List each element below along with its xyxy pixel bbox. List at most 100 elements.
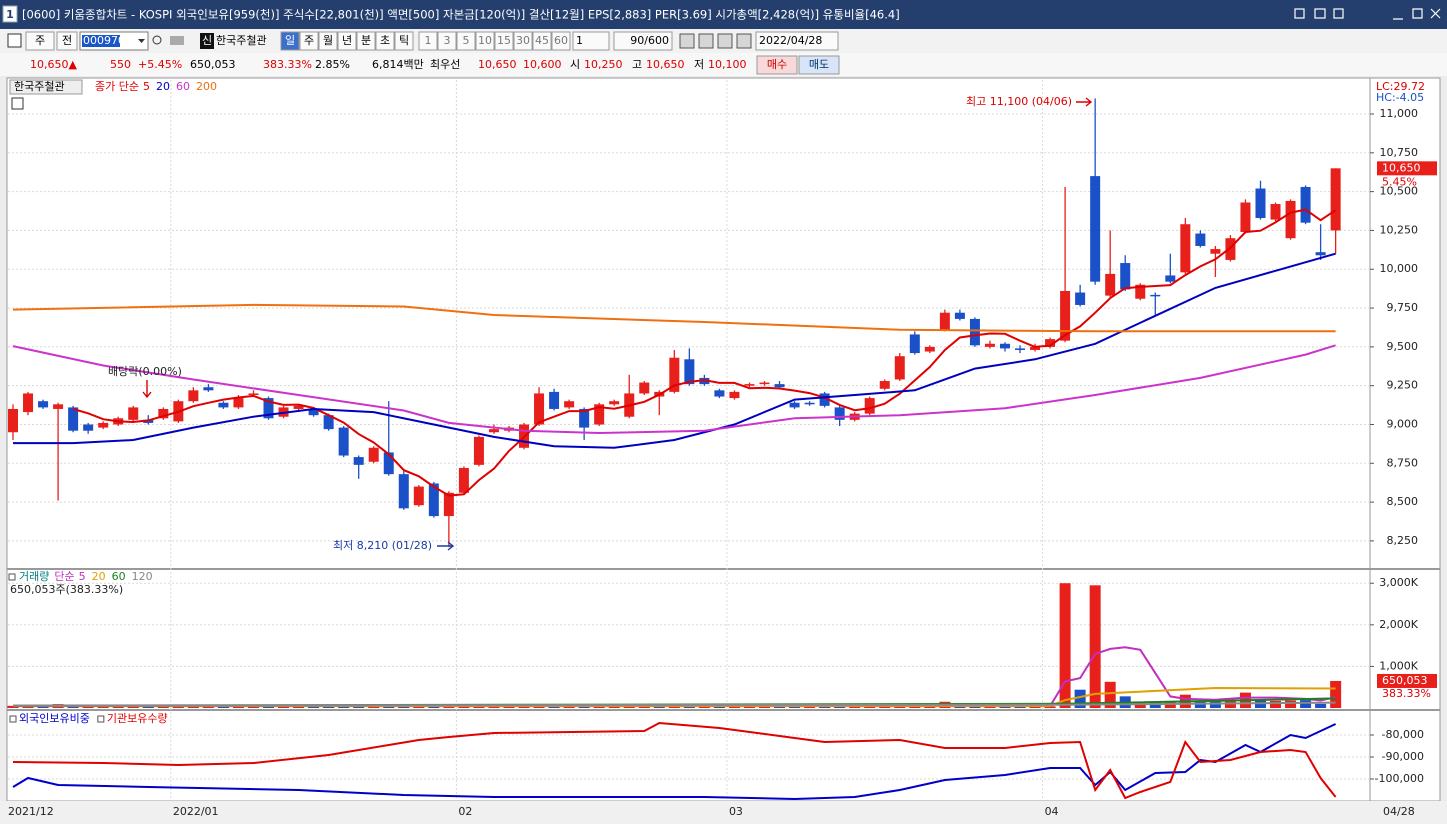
y-tick-label: 8,750 — [1387, 456, 1419, 469]
volume-bar — [127, 706, 139, 708]
unit[interactable]: 1 — [576, 34, 583, 47]
hc-label: HC:-4.05 — [1376, 91, 1424, 104]
trade-button-box[interactable] — [798, 55, 840, 75]
count[interactable]: 90/600 — [630, 34, 669, 47]
tool-icon[interactable] — [717, 33, 733, 49]
tool-icon[interactable] — [679, 33, 695, 49]
date[interactable]: 2022/04/28 — [759, 34, 822, 47]
trade-button[interactable]: 매수 — [767, 58, 787, 71]
volume-bar — [834, 706, 846, 708]
period-button[interactable]: 주 — [304, 34, 314, 47]
period-button-box[interactable] — [394, 31, 414, 51]
period-button[interactable]: 년 — [342, 34, 352, 47]
period-type-box[interactable] — [25, 31, 55, 51]
scope[interactable]: 전 — [62, 34, 72, 47]
candle-body — [158, 408, 169, 419]
period-button[interactable]: 틱 — [399, 34, 409, 47]
icon[interactable] — [7, 33, 22, 48]
volume-bar — [713, 706, 725, 708]
candle-body — [834, 407, 845, 420]
search-icon[interactable] — [152, 35, 162, 45]
candle-body — [1075, 292, 1086, 305]
unit-box[interactable] — [572, 31, 610, 51]
tool-icon[interactable] — [698, 33, 714, 49]
candle-body — [714, 390, 725, 397]
dropdown-arrow[interactable] — [138, 39, 145, 43]
interval-button-box[interactable] — [551, 31, 571, 51]
interval-button-box[interactable] — [475, 31, 495, 51]
interval-button-box[interactable] — [437, 31, 457, 51]
y-tick-label: -90,000 — [1382, 750, 1424, 763]
volume-bar — [232, 706, 244, 708]
date-box[interactable] — [755, 31, 839, 51]
y-tick-label: 8,500 — [1387, 495, 1419, 508]
chart-area — [6, 77, 1441, 802]
candle-body — [473, 436, 484, 465]
icon — [1294, 8, 1305, 19]
volume-bar — [278, 706, 290, 708]
tool-icon[interactable] — [736, 33, 752, 49]
candle-body — [954, 312, 965, 319]
annotation-arrow — [142, 380, 152, 399]
interval-button[interactable]: 3 — [444, 34, 451, 47]
interval-button-box[interactable] — [532, 31, 552, 51]
icon — [1314, 8, 1326, 19]
period-button-box[interactable] — [318, 31, 338, 51]
candle-body — [1180, 224, 1191, 273]
interval-button[interactable]: 45 — [535, 34, 549, 47]
interval-button-box[interactable] — [418, 31, 438, 51]
code[interactable]: 000970 — [83, 34, 125, 47]
volume-bar — [1059, 583, 1071, 708]
candle-body — [413, 486, 424, 506]
interval-button[interactable]: 10 — [478, 34, 492, 47]
interval-button[interactable]: 30 — [516, 34, 530, 47]
period-button[interactable]: 일 — [285, 33, 295, 47]
grid-icon[interactable] — [11, 97, 24, 110]
period-button[interactable]: 월 — [323, 34, 333, 47]
trade-button-box[interactable] — [756, 55, 798, 75]
interval-button-box[interactable] — [456, 31, 476, 51]
speaker-icon[interactable] — [170, 36, 184, 45]
window-number-box — [2, 5, 18, 23]
y-tick-label: 1,000K — [1379, 659, 1418, 672]
legend-entry: 60 — [176, 80, 190, 93]
period-button-box[interactable] — [375, 31, 395, 51]
quote-item: 10,650 — [478, 58, 517, 71]
line — [12, 303, 1336, 333]
annotation-arrow — [1076, 97, 1093, 107]
count-box[interactable] — [613, 31, 673, 51]
period-button[interactable]: 초 — [380, 34, 390, 47]
x-tick-label: 04 — [1045, 805, 1059, 818]
period-button-box[interactable] — [356, 31, 376, 51]
candle-body — [1105, 273, 1116, 296]
quote-bar — [0, 53, 1447, 76]
candle-body — [98, 422, 109, 428]
x-tick-label: 2021/12 — [8, 805, 54, 818]
candle-body — [1315, 252, 1326, 256]
candle-body — [368, 447, 379, 462]
legend-entry: 60 — [112, 570, 126, 583]
period-button-box[interactable] — [337, 31, 357, 51]
stock-name-label: 한국주철관 — [14, 80, 65, 93]
ratio-label: 383.33% — [1382, 687, 1431, 700]
interval-button[interactable]: 5 — [463, 34, 470, 47]
interval-button-box[interactable] — [513, 31, 533, 51]
trade-button[interactable]: 매도 — [809, 58, 829, 71]
interval-button[interactable]: 60 — [554, 34, 568, 47]
period-button-box[interactable] — [299, 31, 319, 51]
window-buttons[interactable] — [1393, 8, 1441, 20]
volume-bar — [503, 706, 515, 708]
interval-button[interactable]: 1 — [425, 34, 432, 47]
interval-button-box[interactable] — [494, 31, 514, 51]
interval-button[interactable]: 15 — [497, 34, 511, 47]
period-button-box[interactable] — [280, 31, 300, 51]
y-tick-label: 10,250 — [1380, 223, 1419, 236]
candle-body — [488, 429, 499, 433]
scope-box[interactable] — [56, 31, 78, 51]
line — [12, 701, 1336, 707]
period-type[interactable]: 주 — [35, 34, 45, 47]
candle-body — [68, 407, 79, 431]
period-button[interactable]: 분 — [361, 34, 371, 47]
annotation-arrow — [437, 541, 455, 551]
